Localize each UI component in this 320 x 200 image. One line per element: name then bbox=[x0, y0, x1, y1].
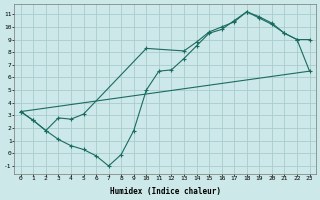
X-axis label: Humidex (Indice chaleur): Humidex (Indice chaleur) bbox=[110, 187, 220, 196]
